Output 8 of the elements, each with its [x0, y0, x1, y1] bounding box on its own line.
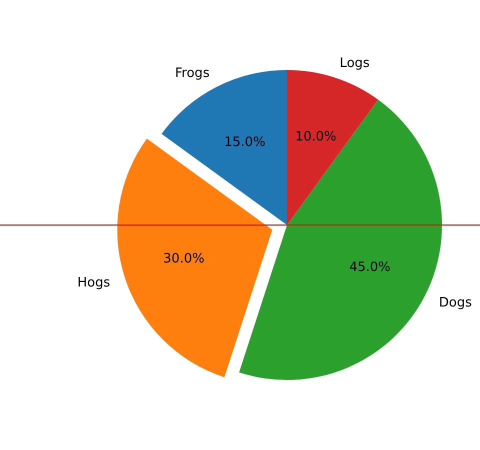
data-label: 10.0%: [295, 130, 336, 145]
data-label: 15.0%: [224, 135, 266, 150]
slice-label: Dogs: [438, 295, 472, 310]
data-label: 30.0%: [163, 252, 204, 267]
slice-label: Hogs: [77, 275, 110, 290]
slice-label: Logs: [340, 56, 370, 71]
slice-label: Frogs: [175, 66, 210, 82]
data-label: 45.0%: [349, 260, 391, 276]
